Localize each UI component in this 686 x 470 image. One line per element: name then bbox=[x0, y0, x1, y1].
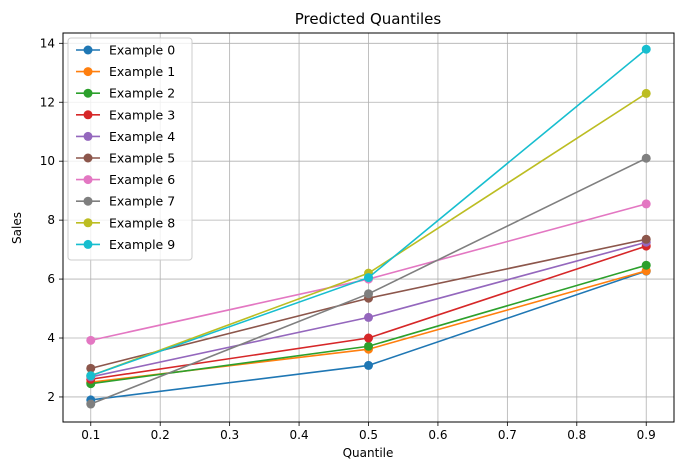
legend-label: Example 7 bbox=[109, 194, 175, 209]
legend-item: Example 7 bbox=[76, 194, 175, 209]
data-point bbox=[364, 273, 373, 283]
data-point bbox=[86, 399, 96, 409]
x-tick-label: 0.5 bbox=[359, 428, 378, 442]
legend-item: Example 9 bbox=[76, 237, 175, 252]
legend-item: Example 2 bbox=[76, 86, 175, 101]
legend-label: Example 0 bbox=[109, 43, 175, 58]
data-point bbox=[641, 153, 651, 163]
data-point bbox=[86, 371, 96, 381]
series-7 bbox=[86, 153, 651, 409]
y-tick-label: 12 bbox=[40, 95, 55, 109]
series-9 bbox=[86, 44, 651, 381]
x-tick-label: 0.4 bbox=[290, 428, 309, 442]
x-axis-ticks: 0.1 0.2 0.3 0.4 0.5 0.6 0.7 0.8 0.9 bbox=[81, 422, 656, 442]
legend-marker bbox=[83, 88, 93, 98]
x-tick-label: 0.1 bbox=[81, 428, 100, 442]
x-tick-label: 0.6 bbox=[428, 428, 447, 442]
legend-marker bbox=[83, 110, 93, 120]
legend-marker bbox=[83, 239, 93, 249]
legend-label: Example 2 bbox=[109, 86, 175, 101]
data-point bbox=[364, 312, 373, 322]
chart-title: Predicted Quantiles bbox=[295, 10, 442, 28]
data-point bbox=[364, 289, 373, 299]
y-tick-label: 8 bbox=[47, 213, 55, 227]
series-layer bbox=[86, 44, 651, 409]
data-point bbox=[641, 88, 651, 98]
legend-marker bbox=[83, 218, 93, 228]
x-tick-label: 0.2 bbox=[151, 428, 170, 442]
legend-item: Example 6 bbox=[76, 172, 175, 187]
y-tick-label: 14 bbox=[40, 36, 55, 50]
y-tick-label: 4 bbox=[47, 331, 55, 345]
x-axis-label: Quantile bbox=[343, 446, 394, 460]
y-tick-label: 10 bbox=[40, 154, 55, 168]
y-tick-label: 2 bbox=[47, 390, 55, 404]
legend-label: Example 6 bbox=[109, 172, 175, 187]
x-tick-label: 0.7 bbox=[498, 428, 517, 442]
legend-marker bbox=[83, 67, 93, 77]
data-point bbox=[641, 234, 651, 244]
data-point bbox=[86, 335, 96, 345]
data-point bbox=[364, 360, 373, 370]
legend-item: Example 4 bbox=[76, 129, 175, 144]
data-point bbox=[641, 260, 651, 270]
x-tick-label: 0.3 bbox=[220, 428, 239, 442]
legend-marker bbox=[83, 45, 93, 55]
x-tick-label: 0.9 bbox=[637, 428, 656, 442]
y-axis-ticks: 2 4 6 8 10 12 14 bbox=[40, 36, 63, 404]
x-tick-label: 0.8 bbox=[567, 428, 586, 442]
y-tick-label: 6 bbox=[47, 272, 55, 286]
legend-item: Example 8 bbox=[76, 215, 175, 230]
legend-label: Example 3 bbox=[109, 107, 175, 122]
data-point bbox=[364, 341, 373, 351]
legend-item: Example 1 bbox=[76, 64, 175, 79]
legend-label: Example 4 bbox=[109, 129, 175, 144]
legend-marker bbox=[83, 153, 93, 163]
legend-item: Example 0 bbox=[76, 43, 175, 58]
legend-item: Example 5 bbox=[76, 151, 175, 166]
legend-item: Example 3 bbox=[76, 107, 175, 122]
legend-marker bbox=[83, 175, 93, 185]
data-point bbox=[364, 333, 373, 343]
legend-label: Example 9 bbox=[109, 237, 175, 252]
legend-label: Example 5 bbox=[109, 151, 175, 166]
data-point bbox=[641, 199, 651, 209]
legend-label: Example 1 bbox=[109, 64, 175, 79]
legend-marker bbox=[83, 196, 93, 206]
data-point bbox=[86, 363, 96, 373]
legend: Example 0 Example 1 Example 2 Example 3 Exam… bbox=[67, 37, 193, 261]
data-point bbox=[641, 44, 651, 54]
y-axis-label: Sales bbox=[10, 212, 24, 244]
legend-marker bbox=[83, 131, 93, 141]
legend-label: Example 8 bbox=[109, 215, 175, 230]
